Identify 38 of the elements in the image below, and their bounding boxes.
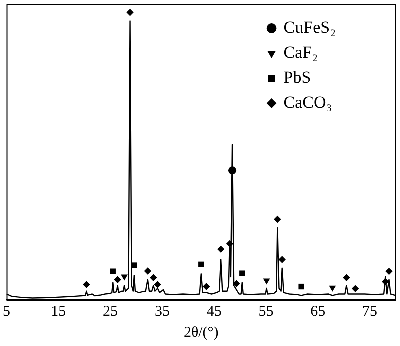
x-axis-title: 2θ/(°) <box>184 324 219 341</box>
point <box>217 246 225 254</box>
x-tick-label: 5 <box>3 304 10 320</box>
point <box>154 281 162 288</box>
point <box>263 278 270 285</box>
x-tick-label: 45 <box>206 304 222 320</box>
point <box>114 276 122 284</box>
x-tick-label: 55 <box>258 304 274 320</box>
point <box>240 270 246 276</box>
point <box>132 262 138 268</box>
point <box>382 278 390 286</box>
point <box>233 280 240 288</box>
point <box>329 286 336 292</box>
x-tick-label: 35 <box>154 304 170 320</box>
point <box>121 274 128 281</box>
point <box>352 285 360 292</box>
point <box>343 274 350 282</box>
point <box>202 283 210 290</box>
point <box>126 9 134 16</box>
point <box>278 256 286 264</box>
legend-label: CuFeS₂ <box>284 18 336 37</box>
x-tick-label: 75 <box>362 304 378 320</box>
point <box>274 216 282 224</box>
point <box>386 268 393 276</box>
legend-label: CaF₂ <box>284 42 318 62</box>
legend-label: CaCO₃ <box>284 92 332 112</box>
point <box>150 274 158 282</box>
point <box>144 268 152 275</box>
x-tick-label: 25 <box>103 304 118 320</box>
point <box>83 281 90 288</box>
point <box>198 262 204 268</box>
x-tick-label: 65 <box>310 304 326 320</box>
point <box>226 240 234 248</box>
legend-label: PbS <box>284 68 312 87</box>
point <box>110 268 116 274</box>
point <box>228 166 237 175</box>
x-tick-label: 15 <box>51 304 66 320</box>
point <box>298 284 304 290</box>
